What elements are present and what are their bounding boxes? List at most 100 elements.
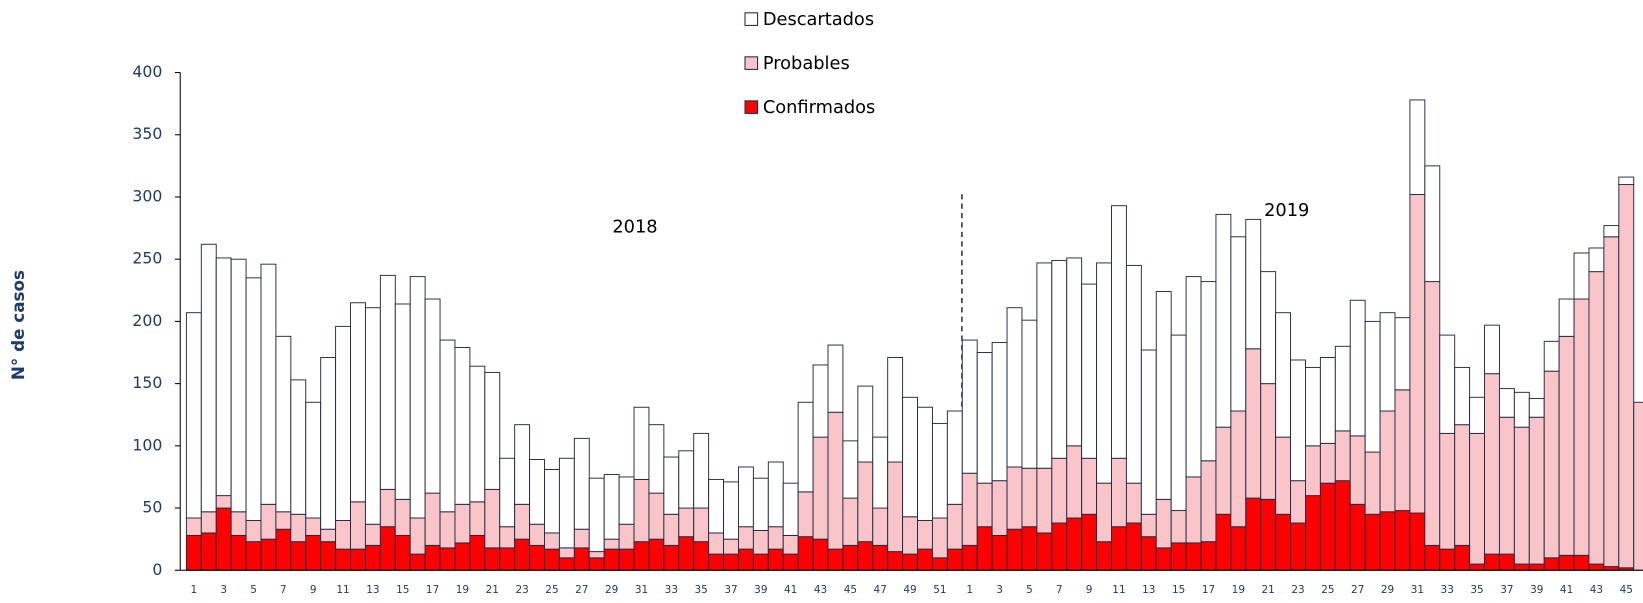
bar-segment (394, 498, 411, 536)
bar-segment (588, 557, 605, 571)
bar-segment (1364, 451, 1381, 515)
bar-segment (1051, 522, 1068, 571)
bar-segment (1588, 247, 1605, 273)
bar-segment (1051, 457, 1068, 524)
bar-segment (1334, 430, 1351, 482)
x-tick-label: 23 (1291, 584, 1304, 596)
bar-segment (1409, 99, 1426, 195)
bar-segment (499, 526, 516, 549)
bar-segment (1379, 511, 1396, 571)
bar-segment (976, 482, 993, 528)
bar-segment (678, 450, 695, 509)
bar-segment (260, 263, 277, 505)
bar-segment (917, 548, 933, 571)
bar-segment (991, 342, 1008, 482)
bar-segment (648, 492, 665, 540)
bar-segment (573, 437, 590, 530)
bar-segment (379, 526, 396, 571)
bar-segment (767, 461, 784, 528)
bar-segment (454, 542, 471, 571)
y-tick-label: 50 (142, 498, 162, 517)
bar-segment (1260, 271, 1277, 385)
bar-segment (1096, 262, 1112, 484)
bar-segment (1484, 324, 1500, 375)
bar-segment (558, 457, 575, 549)
bar-segment (752, 529, 769, 555)
bar-segment (1469, 396, 1485, 434)
bar-segment (1155, 547, 1172, 571)
bar-segment (1081, 513, 1098, 571)
bar-segment (991, 534, 1008, 571)
x-tick-label: 47 (874, 584, 887, 596)
bar-segment (1125, 522, 1142, 571)
bar-segment (1036, 532, 1053, 571)
bar-segment (976, 526, 993, 571)
bar-segment (1498, 553, 1515, 571)
bar-segment (1484, 373, 1500, 555)
bar-segment (379, 488, 396, 528)
bar-segment (1379, 312, 1396, 412)
bar-segment (1185, 476, 1202, 544)
x-tick-label: 41 (784, 584, 797, 596)
bar-segment (529, 523, 545, 546)
bar-segment (1096, 482, 1112, 543)
bar-segment (1424, 165, 1441, 283)
bar-segment (424, 544, 441, 571)
bar-segment (723, 553, 739, 571)
bar-segment (1439, 432, 1456, 550)
bar-segment (1170, 334, 1187, 512)
bar-segment (1111, 526, 1127, 571)
bar-segment (1245, 497, 1262, 571)
bar-segment (961, 544, 978, 571)
bar-segment (902, 516, 918, 555)
bar-segment (558, 557, 575, 571)
x-tick-label: 3 (220, 584, 227, 596)
bar-segment (1513, 391, 1530, 428)
bar-segment (1185, 276, 1202, 478)
bar-segment (708, 532, 725, 555)
bar-segment (857, 385, 874, 463)
bar-segment (1230, 410, 1247, 528)
x-tick-label: 9 (310, 584, 317, 596)
bar-segment (1603, 225, 1620, 238)
x-tick-label: 5 (1026, 584, 1033, 596)
bar-segment (946, 503, 963, 550)
bar-segment (185, 312, 202, 519)
bar-segment (1111, 457, 1127, 528)
bar-segment (1633, 401, 1643, 571)
bar-segment (200, 511, 217, 534)
bar-segment (618, 548, 635, 571)
bar-segment (514, 503, 531, 540)
bar-segment (633, 406, 650, 480)
bar-segment (424, 492, 441, 546)
bar-segment (573, 547, 590, 571)
bar-segment (1394, 389, 1411, 512)
x-tick-label: 43 (1590, 584, 1603, 596)
bar-segment (230, 511, 247, 536)
bar-segment (514, 538, 531, 571)
bar-segment (1155, 498, 1172, 549)
x-tick-label: 51 (933, 584, 946, 596)
bar-segment (1125, 482, 1142, 524)
x-tick-label: 17 (426, 584, 439, 596)
bar-segment (1439, 548, 1456, 571)
bar-segment (320, 528, 337, 543)
bar-segment (603, 538, 620, 550)
bar-segment (1081, 283, 1098, 459)
bar-segment (305, 534, 322, 571)
x-tick-label: 11 (336, 584, 349, 596)
bar-segment (1215, 426, 1232, 515)
bar-segment (737, 548, 754, 571)
bar-segment (364, 307, 381, 525)
bar-segment (1305, 366, 1321, 447)
bar-segment (275, 511, 292, 530)
bar-segment (708, 478, 725, 534)
bar-segment (1603, 566, 1620, 571)
y-tick-label: 150 (132, 373, 162, 392)
x-tick-label: 21 (1262, 584, 1275, 596)
bar-segment (1469, 432, 1485, 565)
bar-segment (902, 553, 918, 571)
x-tick-label: 33 (1441, 584, 1454, 596)
x-tick-label: 33 (665, 584, 678, 596)
